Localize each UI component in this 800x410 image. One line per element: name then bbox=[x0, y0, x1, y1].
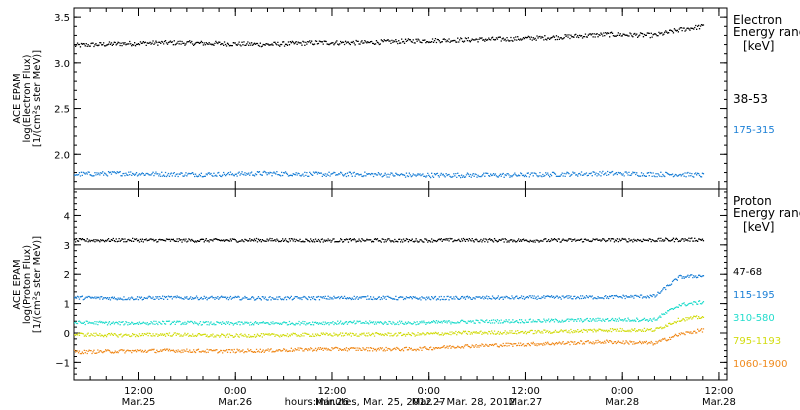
x-tick-date-label: Mar.25 bbox=[122, 397, 156, 408]
series-points-795-1193 bbox=[74, 315, 705, 338]
legend-title-line: Proton bbox=[733, 194, 772, 208]
series-points-175-315 bbox=[74, 170, 705, 179]
proton-panel-frame bbox=[73, 188, 728, 381]
series-points-310-580 bbox=[74, 300, 705, 326]
series-points-115-195 bbox=[74, 274, 705, 301]
y-tick-label: −1 bbox=[55, 358, 70, 369]
y-tick-label: 3.0 bbox=[54, 59, 70, 70]
x-tick-time-label: 0:00 bbox=[224, 386, 246, 397]
legend-title-line: [keV] bbox=[743, 220, 774, 234]
y-tick-label: 2 bbox=[64, 270, 70, 281]
legend-entry: 115-195 bbox=[733, 290, 775, 301]
x-tick-date-label: Mar.26 bbox=[218, 397, 252, 408]
legend-title-line: [keV] bbox=[743, 39, 774, 53]
series-points-47-68 bbox=[74, 237, 705, 243]
legend-title-line: Electron bbox=[733, 13, 782, 27]
legend-entry: 1060-1900 bbox=[733, 359, 788, 370]
x-tick-date-label: Mar.27 bbox=[412, 397, 446, 408]
legend-entry: 47-68 bbox=[733, 267, 762, 278]
proton-flux-panel: −1 0 1 2 3 4 ACE EPAM log(Proton Flux) [1/(cm²s… bbox=[12, 188, 800, 381]
proton-y-axis-label: ACE EPAM log(Proton Flux) [1/(cm²s ster Me… bbox=[12, 236, 43, 333]
y-tick-label: 1 bbox=[64, 300, 70, 311]
electron-data-points bbox=[74, 23, 705, 179]
y-tick-label: 4 bbox=[64, 211, 70, 222]
y-tick-label: 2.5 bbox=[54, 105, 70, 116]
legend-entry: 38-53 bbox=[733, 92, 768, 106]
legend-title-line: Energy ranges bbox=[733, 206, 800, 220]
y-tick-label: 3 bbox=[64, 241, 70, 252]
proton-data-points bbox=[74, 237, 705, 355]
series-points-1060-1900 bbox=[74, 328, 705, 355]
x-tick-date-label: Mar.28 bbox=[702, 397, 736, 408]
legend-title-line: Energy ranges bbox=[733, 25, 800, 39]
y-label-line: [1/(cm²s ster MeV)] bbox=[32, 50, 43, 147]
y-label-line: log(Electron Flux) bbox=[22, 54, 33, 142]
y-tick-label: 0 bbox=[64, 329, 70, 340]
series-points-38-53 bbox=[74, 23, 705, 48]
legend-entry: 310-580 bbox=[733, 313, 775, 324]
y-tick-label: 3.5 bbox=[54, 13, 70, 24]
x-tick-time-label: 12:00 bbox=[705, 386, 734, 397]
x-tick-time-label: 0:00 bbox=[611, 386, 633, 397]
y-label-line: [1/(cm²s ster MeV)] bbox=[32, 236, 43, 333]
electron-y-axis: 2.0 2.5 3.0 3.5 bbox=[54, 13, 727, 183]
y-label-line: log(Proton Flux) bbox=[22, 245, 33, 324]
y-tick-label: 2.0 bbox=[54, 150, 70, 161]
proton-y-axis: −1 0 1 2 3 4 bbox=[55, 191, 727, 381]
legend-entry: 795-1193 bbox=[733, 336, 781, 347]
x-tick-date-label: Mar.26 bbox=[315, 397, 349, 408]
legend-entry: 175-315 bbox=[733, 125, 775, 136]
x-tick-date-label: Mar.28 bbox=[605, 397, 639, 408]
electron-flux-panel: 2.02.53.03.5 ACE EPAM log(Electron Flux)[… bbox=[12, 7, 800, 190]
x-axis-label: hours:minutes, Mar. 25, 2012 − Mar. 28, … bbox=[285, 397, 516, 408]
x-tick-date-label: Mar.27 bbox=[509, 397, 543, 408]
electron-panel-frame bbox=[73, 7, 728, 190]
time-x-axis: 12:00Mar.250:00Mar.2612:00Mar.260:00Mar.… bbox=[73, 8, 736, 408]
x-tick-time-label: 0:00 bbox=[417, 386, 439, 397]
x-tick-time-label: 12:00 bbox=[124, 386, 153, 397]
y-label-line: ACE EPAM bbox=[12, 73, 23, 123]
y-label-line: ACE EPAM bbox=[12, 259, 23, 309]
x-tick-time-label: 12:00 bbox=[318, 386, 347, 397]
electron-y-axis-label: ACE EPAM log(Electron Flux) [1/(cm²s ster … bbox=[12, 50, 43, 147]
x-tick-time-label: 12:00 bbox=[511, 386, 540, 397]
